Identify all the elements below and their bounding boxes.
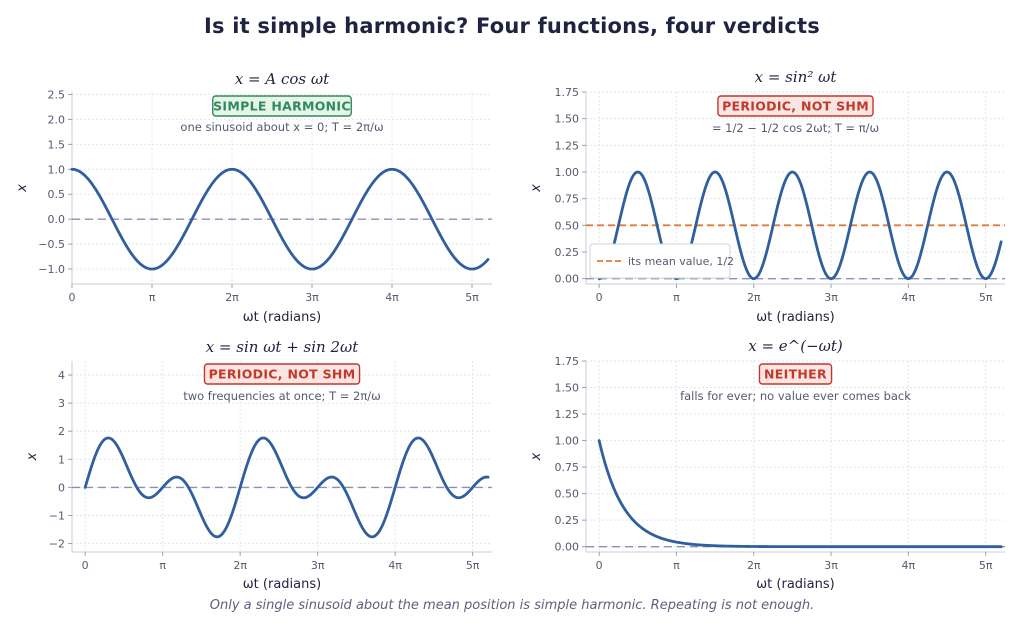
y-tick-label: 0 — [58, 481, 65, 494]
x-axis-label: ωt (radians) — [756, 577, 834, 592]
verdict-badge — [758, 363, 833, 385]
main-title: Is it simple harmonic? Four functions, f… — [204, 14, 820, 38]
y-tick-label: 0.00 — [555, 541, 580, 554]
verdict-badge-text: PERIODIC, NOT SHM — [209, 367, 356, 382]
y-tick-label: 1.5 — [48, 138, 66, 151]
x-tick-label: 0 — [596, 559, 603, 572]
x-tick-label: π — [673, 559, 680, 572]
x-tick-label: 3π — [824, 291, 838, 304]
panel-annotation: two frequencies at once; T = 2π/ω — [183, 389, 381, 403]
y-tick-label: −1 — [49, 509, 65, 522]
chart-panel-4: 0 π 2π 3π 4π 5π 0.00 0.25 0.50 0.75 1.00 1.25 1.50 1.… — [529, 337, 1005, 592]
y-tick-label: 1.50 — [555, 113, 580, 126]
x-tick-label: 3π — [311, 559, 325, 572]
y-tick-label: 0.50 — [555, 488, 580, 501]
y-tick-label: 1.50 — [555, 382, 580, 395]
y-tick-label: 0.25 — [555, 514, 580, 527]
y-axis-label: x — [529, 184, 544, 193]
legend-label: its mean value, 1/2 — [628, 255, 734, 268]
x-tick-label: 5π — [979, 291, 993, 304]
panel-title: x = e^(−ωt) — [748, 337, 843, 355]
x-tick-label: π — [149, 291, 156, 304]
y-tick-label: 1.25 — [555, 408, 580, 421]
verdict-badge-text: NEITHER — [764, 367, 827, 382]
x-tick-label: π — [673, 291, 680, 304]
x-tick-label: π — [159, 559, 166, 572]
y-tick-label: 0.75 — [555, 461, 580, 474]
verdict-badge-text: SIMPLE HARMONIC — [213, 99, 351, 114]
x-tick-label: 4π — [902, 291, 916, 304]
y-tick-label: 0.75 — [555, 193, 580, 206]
y-tick-label: 1.00 — [555, 166, 580, 179]
verdict-badge — [203, 363, 361, 385]
y-tick-label: −0.5 — [38, 238, 65, 251]
x-tick-label: 0 — [82, 559, 89, 572]
y-tick-label: 1.0 — [48, 163, 66, 176]
chart-panel-2: 0 π 2π 3π 4π 5π 0.00 0.25 0.50 0.75 1.00 1.25 1.50 1.… — [529, 68, 1005, 325]
y-tick-label: 0.5 — [48, 188, 66, 201]
x-tick-label: 0 — [69, 291, 76, 304]
x-tick-label: 4π — [388, 559, 402, 572]
y-tick-label: 1 — [58, 453, 65, 466]
panel-annotation: = 1/2 − 1/2 cos 2ωt; T = π/ω — [712, 121, 879, 135]
data-curve — [83, 436, 490, 539]
y-tick-label: 2.5 — [48, 88, 66, 101]
panel-title: x = sin ωt + sin 2ωt — [206, 338, 360, 356]
x-tick-label: 2π — [233, 559, 247, 572]
chart-panel-3: 0 π 2π 3π 4π 5π −2 −1 0 1 2 3 4 x = sin ωt + sin 2ωt P… — [25, 338, 492, 592]
y-axis-label: x — [25, 452, 40, 461]
y-tick-label: 1.75 — [555, 355, 580, 368]
x-axis-label: ωt (radians) — [243, 310, 321, 325]
x-tick-label: 5π — [465, 291, 479, 304]
x-tick-label: 5π — [466, 559, 480, 572]
panel-annotation: falls for ever; no value ever comes back — [680, 389, 911, 403]
y-tick-label: 0.50 — [555, 219, 580, 232]
data-curve — [597, 439, 1003, 549]
x-tick-label: 3π — [824, 559, 838, 572]
y-tick-label: 2 — [58, 425, 65, 438]
panel-title: x = A cos ωt — [235, 70, 330, 88]
verdict-badge-text: PERIODIC, NOT SHM — [722, 99, 869, 114]
x-axis-label: ωt (radians) — [756, 310, 834, 325]
y-axis-label: x — [529, 452, 544, 461]
y-tick-label: 0.25 — [555, 246, 580, 259]
y-tick-label: −2 — [49, 538, 65, 551]
x-tick-label: 2π — [747, 291, 761, 304]
y-tick-label: −1.0 — [38, 263, 65, 276]
x-tick-label: 3π — [305, 291, 319, 304]
x-tick-label: 5π — [979, 559, 993, 572]
y-tick-label: 1.00 — [555, 435, 580, 448]
x-tick-label: 4π — [902, 559, 916, 572]
y-tick-label: 4 — [58, 369, 65, 382]
x-tick-label: 4π — [385, 291, 399, 304]
panel-title: x = sin² ωt — [755, 68, 838, 86]
legend-box — [589, 243, 731, 279]
verdict-badge — [717, 95, 874, 117]
footer-caption: Only a single sinusoid about the mean po… — [209, 598, 815, 613]
x-tick-label: 2π — [747, 559, 761, 572]
chart-panel-1: 0 π 2π 3π 4π 5π −1.0 −0.5 0.0 0.5 1.0 1.5 2.0 2.5 x = … — [15, 70, 492, 325]
panel-annotation: one sinusoid about x = 0; T = 2π/ω — [180, 120, 383, 134]
y-tick-label: 0.0 — [48, 213, 66, 226]
y-tick-label: 0.00 — [555, 273, 580, 286]
x-tick-label: 2π — [225, 291, 239, 304]
x-axis-label: ωt (radians) — [243, 577, 321, 592]
verdict-badge — [212, 95, 352, 117]
y-tick-label: 3 — [58, 397, 65, 410]
y-axis-label: x — [15, 184, 30, 193]
data-curve — [70, 167, 490, 271]
y-tick-label: 1.25 — [555, 139, 580, 152]
y-tick-label: 2.0 — [48, 113, 66, 126]
x-tick-label: 0 — [596, 291, 603, 304]
y-tick-label: 1.75 — [555, 86, 580, 99]
